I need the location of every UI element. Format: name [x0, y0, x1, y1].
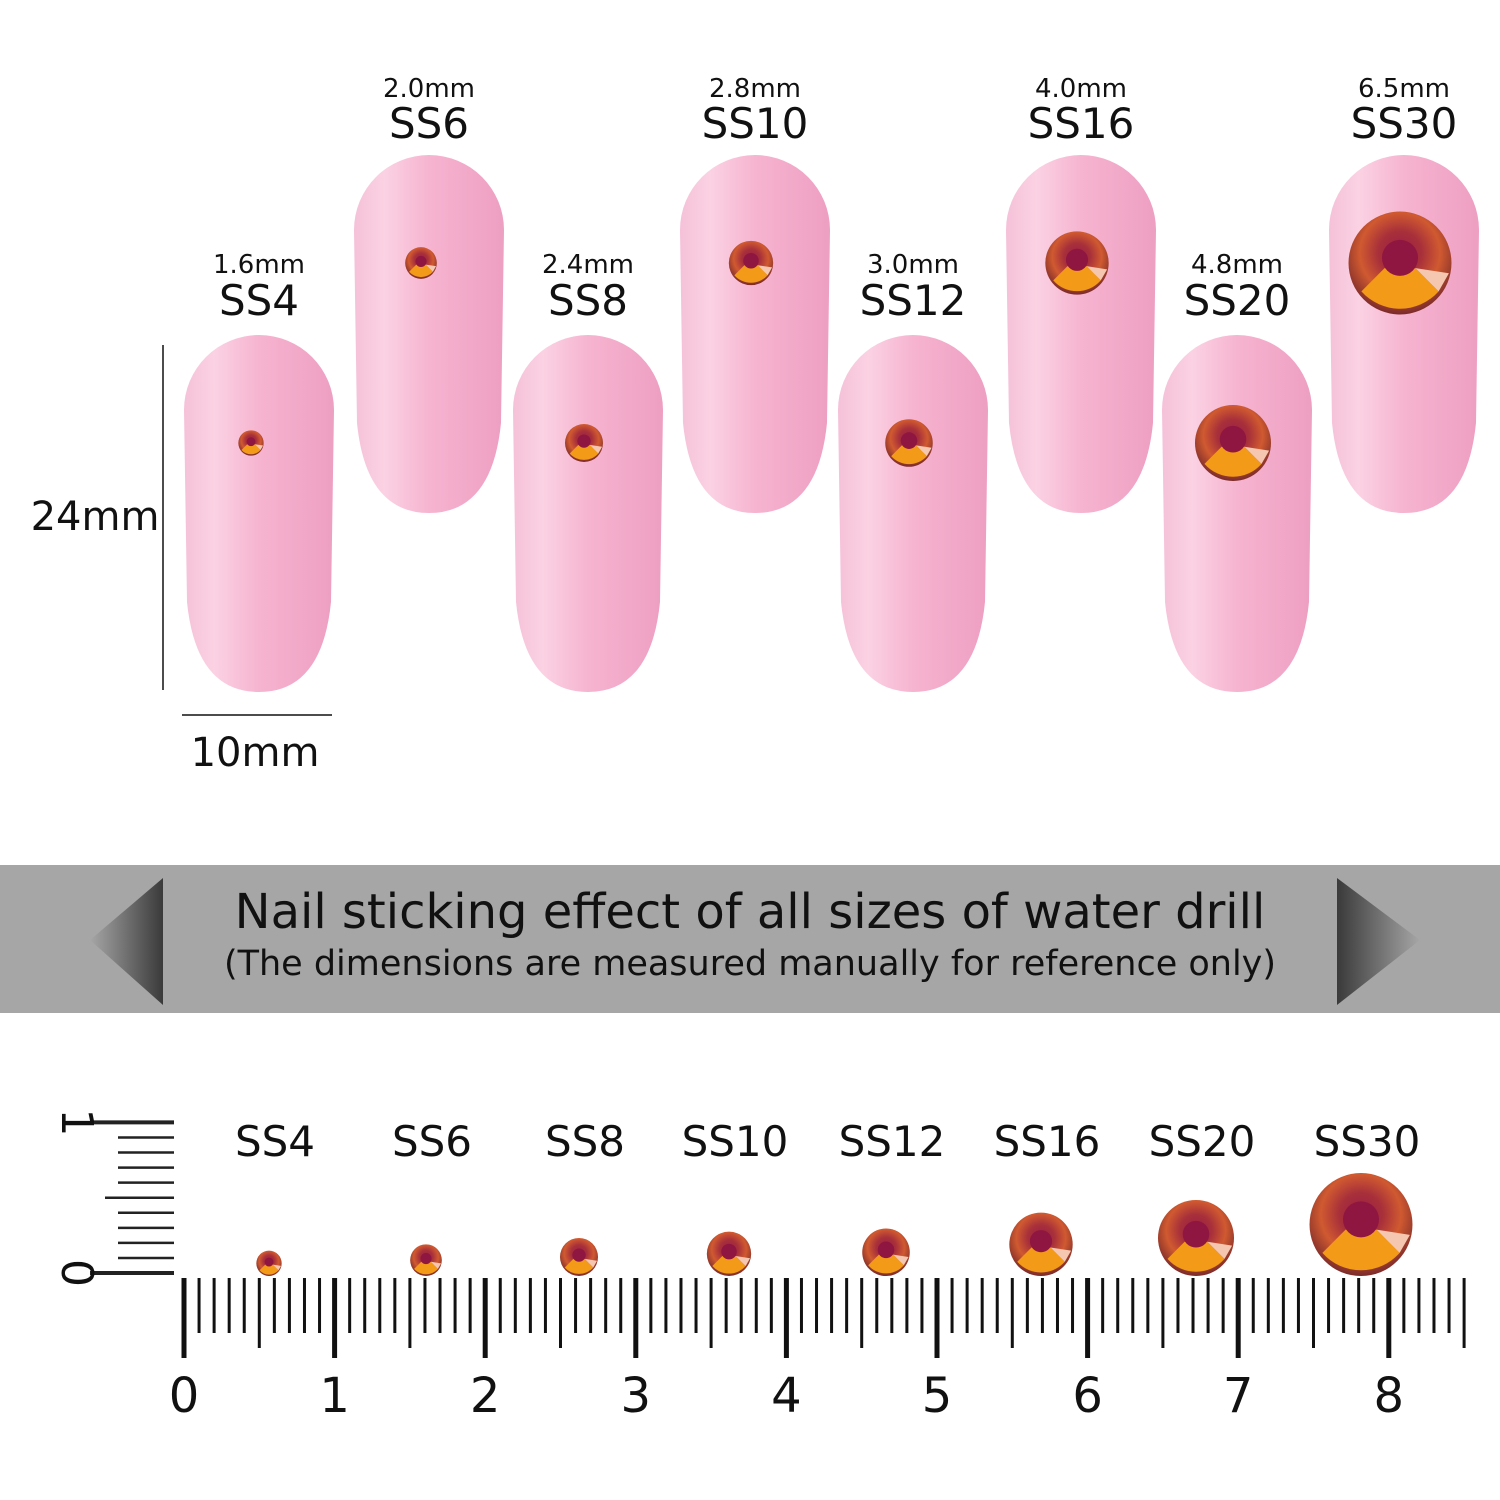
height-dimension-label: 24mm — [31, 494, 160, 540]
ruler-rhinestone-ss20 — [1157, 1199, 1235, 1276]
mm-label: 6.5mm — [1358, 74, 1450, 104]
arrow-right-icon — [1337, 878, 1420, 1005]
size-label: SS12 — [860, 276, 967, 325]
mm-label: 3.0mm — [867, 250, 959, 280]
ruler-label: 3 — [621, 1368, 652, 1424]
ruler-label: 7 — [1223, 1368, 1254, 1424]
ruler-size-label: SS6 — [392, 1117, 472, 1166]
vertical-ruler-label: 0 — [51, 1259, 102, 1287]
ruler-rhinestone-ss10 — [706, 1231, 752, 1276]
ruler-size-label: SS10 — [682, 1117, 789, 1166]
mm-label: 4.0mm — [1035, 74, 1127, 104]
size-label: SS30 — [1351, 99, 1458, 148]
vertical-ruler-label: 1 — [51, 1108, 102, 1136]
ruler-size-label: SS8 — [545, 1117, 625, 1166]
ruler-rhinestone-ss30 — [1309, 1173, 1413, 1276]
ruler-label: 4 — [771, 1368, 802, 1424]
banner-title: Nail sticking effect of all sizes of wat… — [235, 884, 1266, 940]
ruler-label: 5 — [922, 1368, 953, 1424]
ruler-gems: SS4 SS6 SS8 SS10 SS12 SS16 SS20 SS30 — [235, 1117, 1421, 1277]
ruler-label: 8 — [1374, 1368, 1405, 1424]
arrow-left-icon — [90, 878, 163, 1005]
ruler-label: 0 — [169, 1368, 200, 1424]
ruler-label: 2 — [470, 1368, 501, 1424]
ruler-size-label: SS16 — [994, 1117, 1101, 1166]
nails-group: 1.6mmSS42.0mmSS62.4mmSS82.8mmSS103.0mmSS… — [184, 74, 1479, 692]
ruler-size-label: SS20 — [1149, 1117, 1256, 1166]
width-dimension-label: 10mm — [191, 730, 320, 776]
mm-label: 2.8mm — [709, 74, 801, 104]
rhinestone — [238, 430, 264, 456]
rhinestone — [1194, 404, 1272, 482]
mm-label: 1.6mm — [213, 250, 305, 280]
ruler: 0 1 2 3 4 5 6 7 8 0 1 — [51, 1108, 1466, 1424]
ruler-rhinestone-ss8 — [559, 1237, 599, 1276]
ruler-rhinestone-ss4 — [256, 1250, 282, 1276]
size-label: SS10 — [702, 99, 809, 148]
ruler-rhinestone-ss16 — [1009, 1212, 1073, 1276]
mm-label: 2.0mm — [383, 74, 475, 104]
size-label: SS8 — [548, 276, 628, 325]
rhinestone — [564, 423, 604, 463]
ruler-size-label: SS30 — [1314, 1117, 1421, 1166]
rhinestone — [1045, 231, 1109, 295]
ruler-size-label: SS12 — [839, 1117, 946, 1166]
mm-label: 4.8mm — [1191, 250, 1283, 280]
rhinestone — [728, 240, 774, 286]
size-label: SS16 — [1028, 99, 1135, 148]
size-label: SS4 — [219, 276, 299, 325]
banner — [0, 865, 1500, 1013]
ruler-size-label: SS4 — [235, 1117, 315, 1166]
ruler-rhinestone-ss12 — [862, 1228, 910, 1276]
size-label: SS6 — [389, 99, 469, 148]
banner-subtitle: (The dimensions are measured manually fo… — [224, 944, 1276, 984]
ruler-label: 6 — [1072, 1368, 1103, 1424]
rhinestone — [1348, 211, 1452, 315]
ruler-rhinestone-ss6 — [410, 1244, 442, 1277]
rhinestone — [885, 419, 933, 467]
mm-label: 2.4mm — [542, 250, 634, 280]
size-label: SS20 — [1184, 276, 1291, 325]
rhinestone — [405, 247, 437, 279]
ruler-label: 1 — [319, 1368, 350, 1424]
